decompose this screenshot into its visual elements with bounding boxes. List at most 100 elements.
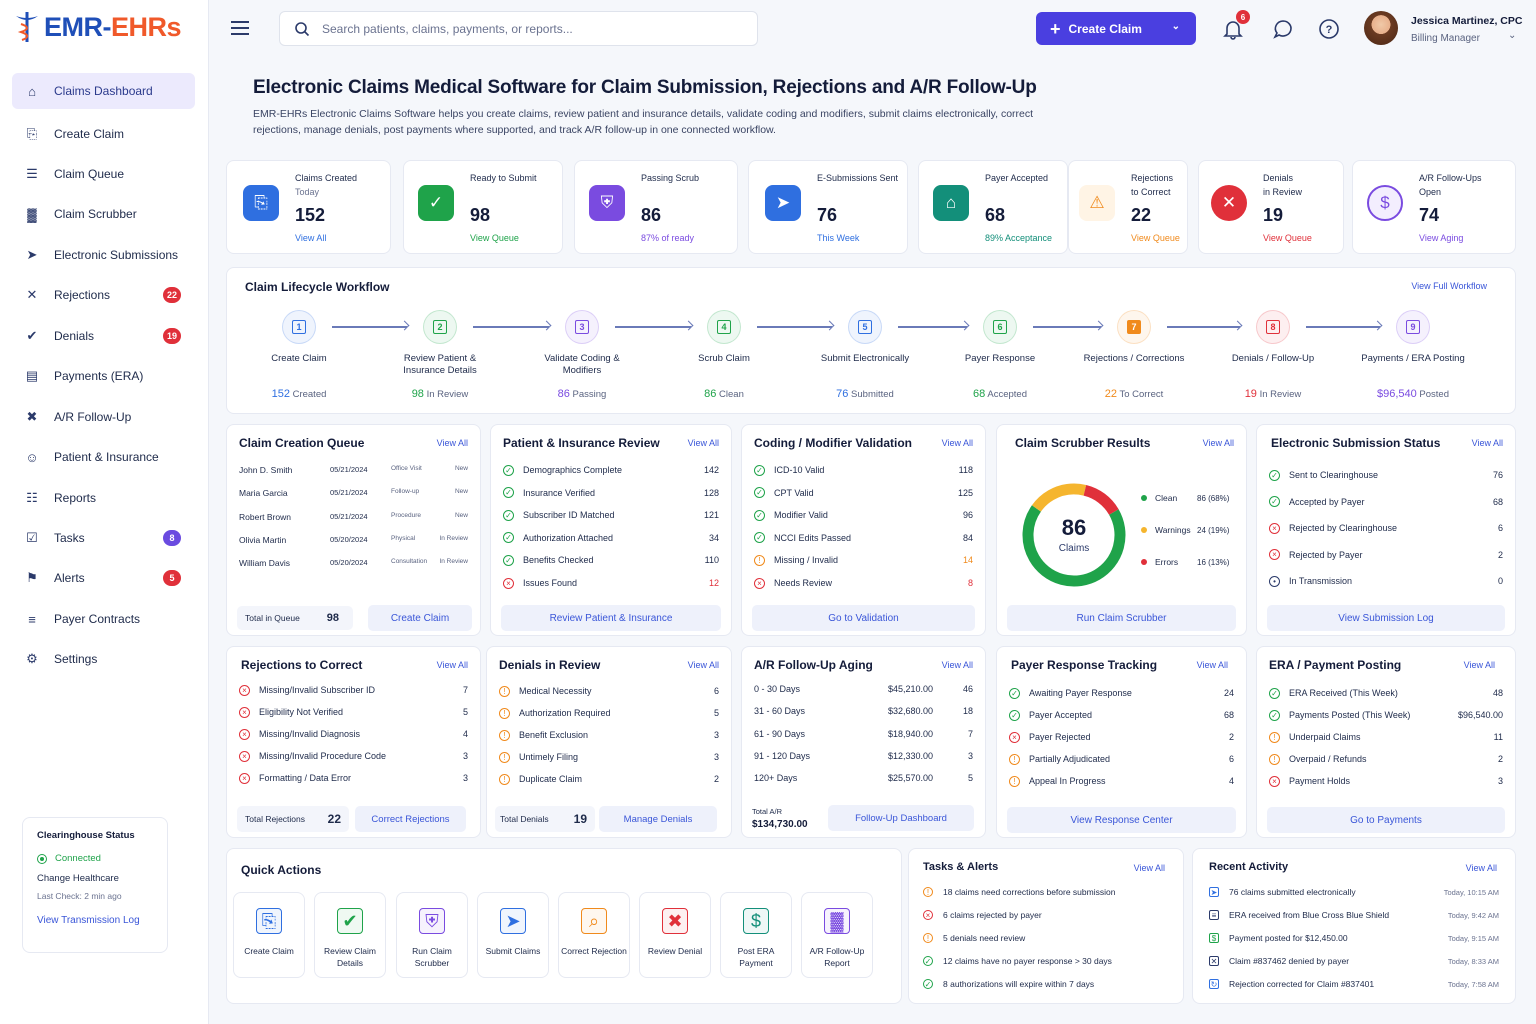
donut-slice-errors[interactable] (1014, 475, 1134, 595)
table-row[interactable]: William Davis 05/20/2024 Consultation In Re… (239, 558, 468, 572)
sidebar-item-claims-dashboard[interactable]: ⌂ Claims Dashboard (12, 73, 195, 109)
table-row[interactable]: Robert Brown 05/21/2024 Procedure New (239, 512, 468, 526)
view-all-link[interactable]: View All (1133, 863, 1165, 873)
chevron-down-icon[interactable]: ⌄ (1171, 21, 1180, 32)
list-item[interactable]: ✓ Benefits Checked 110 (503, 552, 719, 568)
quick-action-submit-claims[interactable]: ➤ Submit Claims (477, 892, 549, 978)
alert-item[interactable]: ! 5 denials need review (923, 931, 1171, 945)
kpi-card-passing-scrub[interactable]: ⛨ Passing Scrub 86 87% of ready (574, 160, 738, 254)
sidebar-item-claim-scrubber[interactable]: ▓ Claim Scrubber (12, 196, 195, 232)
kpi-link[interactable]: This Week (817, 233, 860, 243)
kpi-card-payer-accepted[interactable]: ⌂ Payer Accepted 68 89% Acceptance (918, 160, 1068, 254)
list-item[interactable]: ! Missing / Invalid 14 (754, 552, 973, 568)
list-item[interactable]: ! Appeal In Progress 4 (1009, 773, 1234, 789)
list-item[interactable]: ✓ CPT Valid 125 (754, 485, 973, 501)
search-input[interactable]: Search patients, claims, payments, or re… (322, 21, 573, 36)
kpi-link[interactable]: View Aging (1419, 233, 1464, 243)
view-all-link[interactable]: View All (436, 660, 468, 670)
sidebar-item-reports[interactable]: ☷ Reports (12, 480, 195, 516)
kpi-card-e-submissions-sent[interactable]: ➤ E-Submissions Sent 76 This Week (748, 160, 908, 254)
workflow-step-6-icon[interactable]: 6 (983, 310, 1017, 344)
list-item[interactable]: × Rejected by Payer 2 (1269, 547, 1503, 563)
table-row[interactable]: Maria Garcia 05/21/2024 Follow-up New (239, 488, 468, 502)
list-item[interactable]: × Eligibility Not Verified 5 (239, 704, 468, 720)
aging-row[interactable]: 31 - 60 Days $32,680.00 18 (754, 703, 973, 719)
view-all-link[interactable]: View All (1196, 660, 1228, 670)
kpi-card-claims-created[interactable]: ⎘ Claims Created Today 152 View All (226, 160, 391, 254)
list-item[interactable]: × Missing/Invalid Procedure Code 3 (239, 748, 468, 764)
list-item[interactable]: × Missing/Invalid Subscriber ID 7 (239, 682, 468, 698)
kpi-link[interactable]: View All (295, 233, 327, 243)
view-response-center-button[interactable]: View Response Center (1007, 807, 1236, 833)
help-icon[interactable]: ? (1318, 18, 1340, 40)
view-all-link[interactable]: View All (436, 438, 468, 448)
view-full-workflow-link[interactable]: View Full Workflow (1411, 281, 1487, 291)
activity-item[interactable]: ↻ Rejection corrected for Claim #837401 To… (1209, 977, 1499, 991)
view-all-link[interactable]: View All (1465, 863, 1497, 873)
chat-icon[interactable] (1272, 18, 1294, 40)
sidebar-item-electronic-submissions[interactable]: ➤ Electronic Submissions (12, 237, 195, 273)
list-item[interactable]: × Payment Holds 3 (1269, 773, 1503, 789)
alert-item[interactable]: ! 18 claims need corrections before submi… (923, 885, 1171, 899)
sidebar-item-tasks[interactable]: ☑ Tasks 8 (12, 520, 195, 556)
kpi-card-rejections[interactable]: ⚠ Rejections to Correct 22 View Queue (1068, 160, 1188, 254)
sidebar-item-patient-insurance[interactable]: ☺ Patient & Insurance (12, 439, 195, 475)
go-to-payments-button[interactable]: Go to Payments (1267, 807, 1505, 833)
list-item[interactable]: ✓ Payer Accepted 68 (1009, 707, 1234, 723)
view-transmission-log-link[interactable]: View Transmission Log (37, 915, 140, 926)
list-item[interactable]: ! Authorization Required 5 (499, 705, 719, 721)
view-all-link[interactable]: View All (941, 438, 973, 448)
kpi-link[interactable]: View Queue (1263, 233, 1312, 243)
list-item[interactable]: ✓ Insurance Verified 128 (503, 485, 719, 501)
list-item[interactable]: ✓ Accepted by Payer 68 (1269, 494, 1503, 510)
workflow-step-3-icon[interactable]: 3 (565, 310, 599, 344)
list-item[interactable]: ! Untimely Filing 3 (499, 749, 719, 765)
alert-item[interactable]: ✓ 12 claims have no payer response > 30 d… (923, 954, 1171, 968)
sidebar-item-payments-era[interactable]: ▤ Payments (ERA) (12, 358, 195, 394)
quick-action-post-era-payment[interactable]: $ Post ERA Payment (720, 892, 792, 978)
workflow-step-7-icon[interactable]: 7 (1117, 310, 1151, 344)
list-item[interactable]: × Formatting / Data Error 3 (239, 770, 468, 786)
list-item[interactable]: ✓ Authorization Attached 34 (503, 530, 719, 546)
list-item[interactable]: ✓ ICD-10 Valid 118 (754, 462, 973, 478)
aging-row[interactable]: 61 - 90 Days $18,940.00 7 (754, 726, 973, 742)
workflow-step-2-icon[interactable]: 2 (423, 310, 457, 344)
kpi-link[interactable]: View Queue (1131, 233, 1180, 243)
activity-item[interactable]: ✕ Claim #837462 denied by payer Today, 8:3… (1209, 954, 1499, 968)
sidebar-item-rejections[interactable]: ✕ Rejections 22 (12, 277, 195, 313)
sidebar-item-alerts[interactable]: ⚑ Alerts 5 (12, 560, 195, 596)
list-item[interactable]: × Needs Review 8 (754, 575, 973, 591)
list-item[interactable]: ✓ Demographics Complete 142 (503, 462, 719, 478)
table-row[interactable]: Olivia Martin 05/20/2024 Physical In Review (239, 535, 468, 549)
view-all-link[interactable]: View All (1471, 438, 1503, 448)
list-item[interactable]: ✓ Payments Posted (This Week) $96,540.00 (1269, 707, 1503, 723)
correct-rejections-button[interactable]: Correct Rejections (355, 806, 466, 832)
kpi-card-ready-to-submit[interactable]: ✓ Ready to Submit 98 View Queue (403, 160, 563, 254)
list-item[interactable]: × Rejected by Clearinghouse 6 (1269, 520, 1503, 536)
list-item[interactable]: × Payer Rejected 2 (1009, 729, 1234, 745)
sidebar-item-a-r-follow-up[interactable]: ✖ A/R Follow-Up (12, 399, 195, 435)
sidebar-item-claim-queue[interactable]: ☰ Claim Queue (12, 156, 195, 192)
aging-row[interactable]: 120+ Days $25,570.00 5 (754, 770, 973, 786)
view-all-link[interactable]: View All (687, 660, 719, 670)
kpi-card-a-r-follow-ups[interactable]: $ A/R Follow-Ups Open 74 View Aging (1352, 160, 1516, 254)
logo[interactable]: EMR-EHRs (14, 10, 182, 44)
quick-action-review-claim-details[interactable]: ✔ Review Claim Details (314, 892, 386, 978)
quick-action-review-denial[interactable]: ✖ Review Denial (639, 892, 711, 978)
view-all-link[interactable]: View All (687, 438, 719, 448)
aging-row[interactable]: 91 - 120 Days $12,330.00 3 (754, 748, 973, 764)
list-item[interactable]: ✓ NCCI Edits Passed 84 (754, 530, 973, 546)
kpi-link[interactable]: 87% of ready (641, 233, 695, 243)
table-row[interactable]: John D. Smith 05/21/2024 Office Visit New (239, 465, 468, 479)
list-item[interactable]: ✓ Modifier Valid 96 (754, 507, 973, 523)
workflow-step-5-icon[interactable]: 5 (848, 310, 882, 344)
workflow-step-9-icon[interactable]: 9 (1396, 310, 1430, 344)
quick-action-run-claim-scrubber[interactable]: ⛨ Run Claim Scrubber (396, 892, 468, 978)
run-claim-scrubber-button[interactable]: Run Claim Scrubber (1007, 605, 1236, 631)
view-all-link[interactable]: View All (941, 660, 973, 670)
sidebar-item-payer-contracts[interactable]: ≡ Payer Contracts (12, 601, 195, 637)
quick-action-a-r-follow-up-report[interactable]: ▓ A/R Follow-Up Report (801, 892, 873, 978)
view-submission-log-button[interactable]: View Submission Log (1267, 605, 1505, 631)
user-name[interactable]: Jessica Martinez, CPC (1411, 15, 1523, 27)
kpi-link[interactable]: 89% Acceptance (985, 233, 1053, 243)
